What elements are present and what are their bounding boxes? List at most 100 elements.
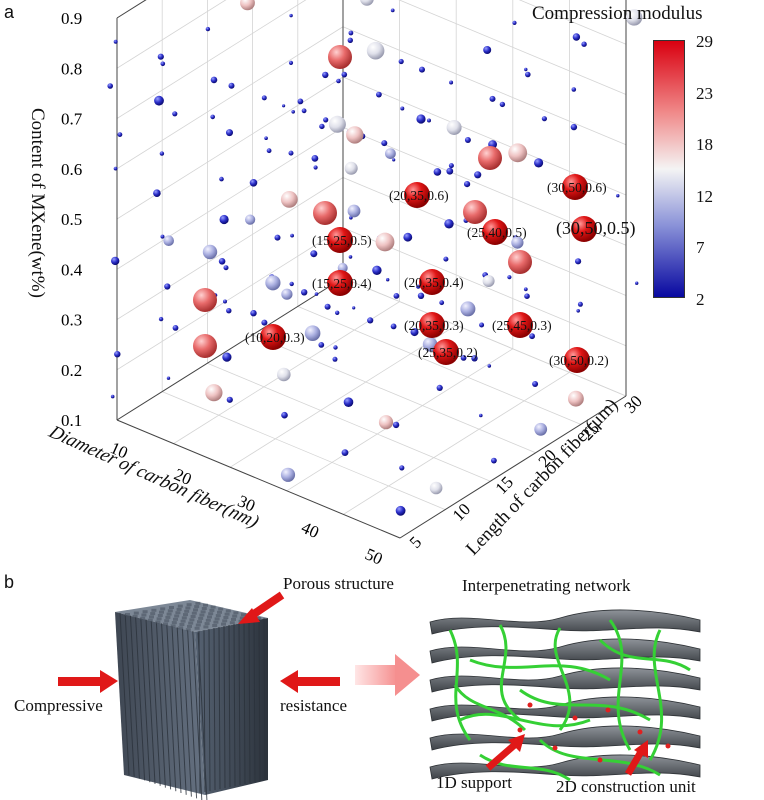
data-point: [333, 345, 338, 350]
data-point: [164, 283, 171, 290]
data-point: [507, 275, 512, 280]
z-tick-label: 0.8: [61, 59, 82, 78]
data-point: [289, 281, 294, 287]
data-point: [375, 232, 395, 252]
data-point: [265, 275, 281, 291]
data-point: [534, 158, 544, 168]
data-point: [367, 317, 374, 324]
data-point: [575, 258, 582, 265]
data-point: [347, 204, 361, 218]
data-point: [210, 76, 218, 84]
scatter-3d-plot: (20,35,0.6) (30,50,0.6) (25,40,0.5) (30,50,…: [61, 0, 646, 569]
data-point: [381, 140, 388, 147]
data-point: [311, 155, 319, 162]
data-point: [489, 95, 496, 102]
data-point: [512, 20, 517, 25]
data-point-annotated: [571, 216, 597, 242]
colorbar-tick: 7: [696, 238, 705, 257]
panel-a-letter: a: [4, 2, 15, 22]
data-point: [288, 60, 294, 65]
data-point: [346, 126, 364, 144]
y-tick-label: 10: [449, 500, 474, 525]
data-point: [226, 308, 232, 314]
data-point: [228, 82, 235, 89]
data-point: [291, 110, 296, 114]
data-point: [288, 150, 294, 156]
data-point: [158, 316, 164, 322]
data-point: [449, 80, 454, 85]
colorbar-tick: 23: [696, 83, 713, 103]
z-tick-label: 0.1: [61, 411, 82, 430]
data-point: [114, 351, 121, 358]
data-point: [322, 71, 329, 79]
point-label: (10,20,0.3): [245, 330, 305, 345]
data-point: [318, 342, 325, 348]
x-tick-label: 10: [108, 438, 131, 462]
porous-structure-label: Porous structure: [283, 574, 394, 593]
data-point: [313, 165, 318, 170]
data-point: [274, 234, 281, 241]
point-label: (20,35,0.3): [404, 318, 464, 333]
point-label: (20,35,0.6): [389, 188, 449, 203]
data-point: [319, 123, 325, 130]
data-point: [335, 310, 340, 315]
point-label: (25,45,0.3): [492, 318, 552, 333]
data-point: [524, 67, 528, 72]
z-axis-label: Content of MXene(wt%): [27, 108, 48, 298]
data-point: [250, 310, 257, 317]
data-point: [117, 132, 123, 138]
unit-arrow: [624, 740, 648, 776]
data-point: [439, 300, 445, 306]
data-point: [372, 265, 382, 275]
layered-network: [429, 609, 701, 782]
data-point: [464, 181, 471, 188]
data-points: [107, 0, 643, 516]
data-point-high: [193, 334, 217, 358]
data-point: [525, 71, 531, 78]
data-point: [479, 413, 483, 418]
data-point: [205, 26, 211, 32]
data-point: [482, 275, 495, 287]
data-point: [205, 384, 223, 402]
data-point: [529, 333, 535, 340]
data-point-annotated: [419, 312, 445, 338]
data-point: [571, 87, 577, 92]
data-point: [280, 191, 298, 208]
data-point: [460, 355, 467, 361]
data-point: [166, 376, 171, 380]
data-point: [347, 37, 353, 43]
data-point-annotated: [327, 270, 353, 296]
axes: 0.9 0.8 0.7 0.6 0.5 0.4 0.3 0.2 0.1 10 20 30 40 50 5 10…: [61, 9, 646, 569]
x-tick-label: 50: [362, 544, 385, 568]
data-point: [328, 115, 346, 133]
data-point: [400, 106, 405, 111]
transition-arrow: [355, 654, 420, 696]
data-point: [576, 309, 580, 313]
data-point: [581, 41, 587, 47]
colorbar-tick: 12: [696, 186, 713, 206]
data-point: [113, 39, 118, 44]
z-tick-label: 0.7: [61, 110, 83, 129]
data-point-annotated: [562, 174, 588, 200]
data-point-high: [193, 288, 217, 312]
data-point: [532, 381, 539, 387]
colorbar-tick: 2: [696, 289, 705, 309]
data-point: [471, 355, 478, 362]
x-tick-label: 20: [171, 465, 194, 489]
data-point: [277, 367, 291, 382]
colorbar-tick: 29: [696, 32, 713, 51]
data-point: [635, 281, 639, 285]
support-arrow: [485, 734, 525, 771]
z-tick-label: 0.3: [61, 311, 82, 330]
annotations: (20,35,0.6) (30,50,0.6) (25,40,0.5) (30,50,…: [245, 180, 636, 368]
data-point-high: [463, 200, 487, 224]
data-point: [403, 232, 413, 242]
data-point: [524, 293, 530, 300]
1d-support-label: 1D support: [436, 773, 513, 792]
data-point-annotated: [507, 312, 533, 338]
point-label: (25,40,0.5): [467, 225, 527, 240]
data-point-annotated: [327, 227, 353, 253]
colorbar-title: Compression modulus: [532, 3, 703, 24]
data-point: [385, 148, 396, 160]
point-label: (15,25,0.4): [312, 276, 372, 291]
